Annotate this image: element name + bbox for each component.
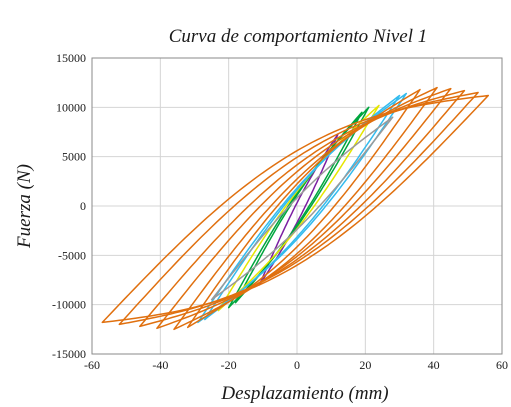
x-tick-label: 40 xyxy=(428,358,440,372)
hysteresis-loop-2-0 xyxy=(217,104,380,312)
y-tick-label: 5000 xyxy=(62,150,86,164)
y-tick-label: -5000 xyxy=(58,248,86,262)
x-tick-label: 20 xyxy=(359,358,371,372)
hysteresis-loop-5-1 xyxy=(173,86,438,331)
hysteresis-loop-5-3 xyxy=(139,89,466,328)
hysteresis-loop-5-5 xyxy=(101,94,490,324)
x-tick-label: -40 xyxy=(152,358,168,372)
x-tick-label: 60 xyxy=(496,358,508,372)
x-tick-label: -20 xyxy=(221,358,237,372)
hysteresis-loop-5-4 xyxy=(118,91,479,326)
hysteresis-loop-5-0 xyxy=(186,88,421,329)
y-tick-label: 10000 xyxy=(56,100,86,114)
y-tick-label: -10000 xyxy=(52,298,86,312)
x-axis-label: Desplazamiento (mm) xyxy=(220,383,388,404)
hysteresis-loops xyxy=(101,86,490,331)
grid xyxy=(92,58,502,354)
chart-title: Curva de comportamiento Nivel 1 xyxy=(169,26,428,47)
y-tick-label: 0 xyxy=(80,199,86,213)
y-tick-label: 15000 xyxy=(56,51,86,65)
tick-labels: -60 -40 -20 0 20 40 60 15000 10000 5000 0 -5000 -100… xyxy=(52,51,508,372)
hysteresis-loop-3-1 xyxy=(197,92,408,324)
y-tick-label: -15000 xyxy=(52,347,86,361)
x-tick-label: 0 xyxy=(294,358,300,372)
x-tick-label: -60 xyxy=(84,358,100,372)
y-axis-label: Fuerza (N) xyxy=(14,164,35,249)
hysteresis-loop-4-0 xyxy=(210,116,394,301)
plot-frame xyxy=(91,57,503,355)
